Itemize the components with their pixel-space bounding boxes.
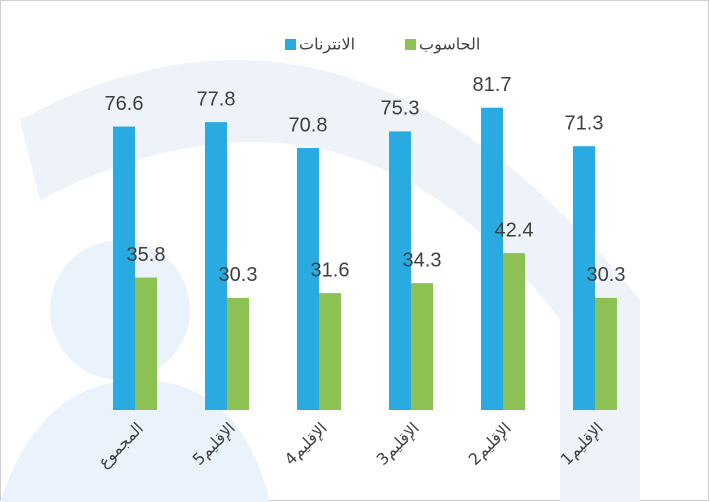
legend-label: الحاسوب — [419, 35, 480, 55]
value-label: 30.3 — [587, 264, 626, 286]
bar — [481, 108, 503, 410]
value-label: 76.6 — [105, 93, 144, 115]
bar — [319, 293, 341, 410]
value-label: 34.3 — [403, 249, 442, 271]
value-label: 31.6 — [311, 259, 350, 281]
legend-label: الانترنات — [299, 35, 355, 55]
value-label: 42.4 — [495, 219, 534, 241]
bar — [503, 253, 525, 410]
value-label: 81.7 — [473, 74, 512, 96]
bar — [135, 278, 157, 410]
chart: المجموع76.635.8الإقليم577.830.3الإقليم47… — [0, 0, 710, 502]
legend-swatch — [405, 39, 416, 50]
bar — [113, 127, 135, 410]
value-label: 71.3 — [565, 112, 604, 134]
bar — [595, 298, 617, 410]
value-label: 70.8 — [289, 114, 328, 136]
bar — [411, 283, 433, 410]
value-label: 35.8 — [127, 244, 166, 266]
value-label: 30.3 — [219, 264, 258, 286]
value-label: 77.8 — [197, 88, 236, 110]
bar — [227, 298, 249, 410]
legend-swatch — [285, 39, 296, 50]
value-label: 75.3 — [381, 98, 420, 120]
